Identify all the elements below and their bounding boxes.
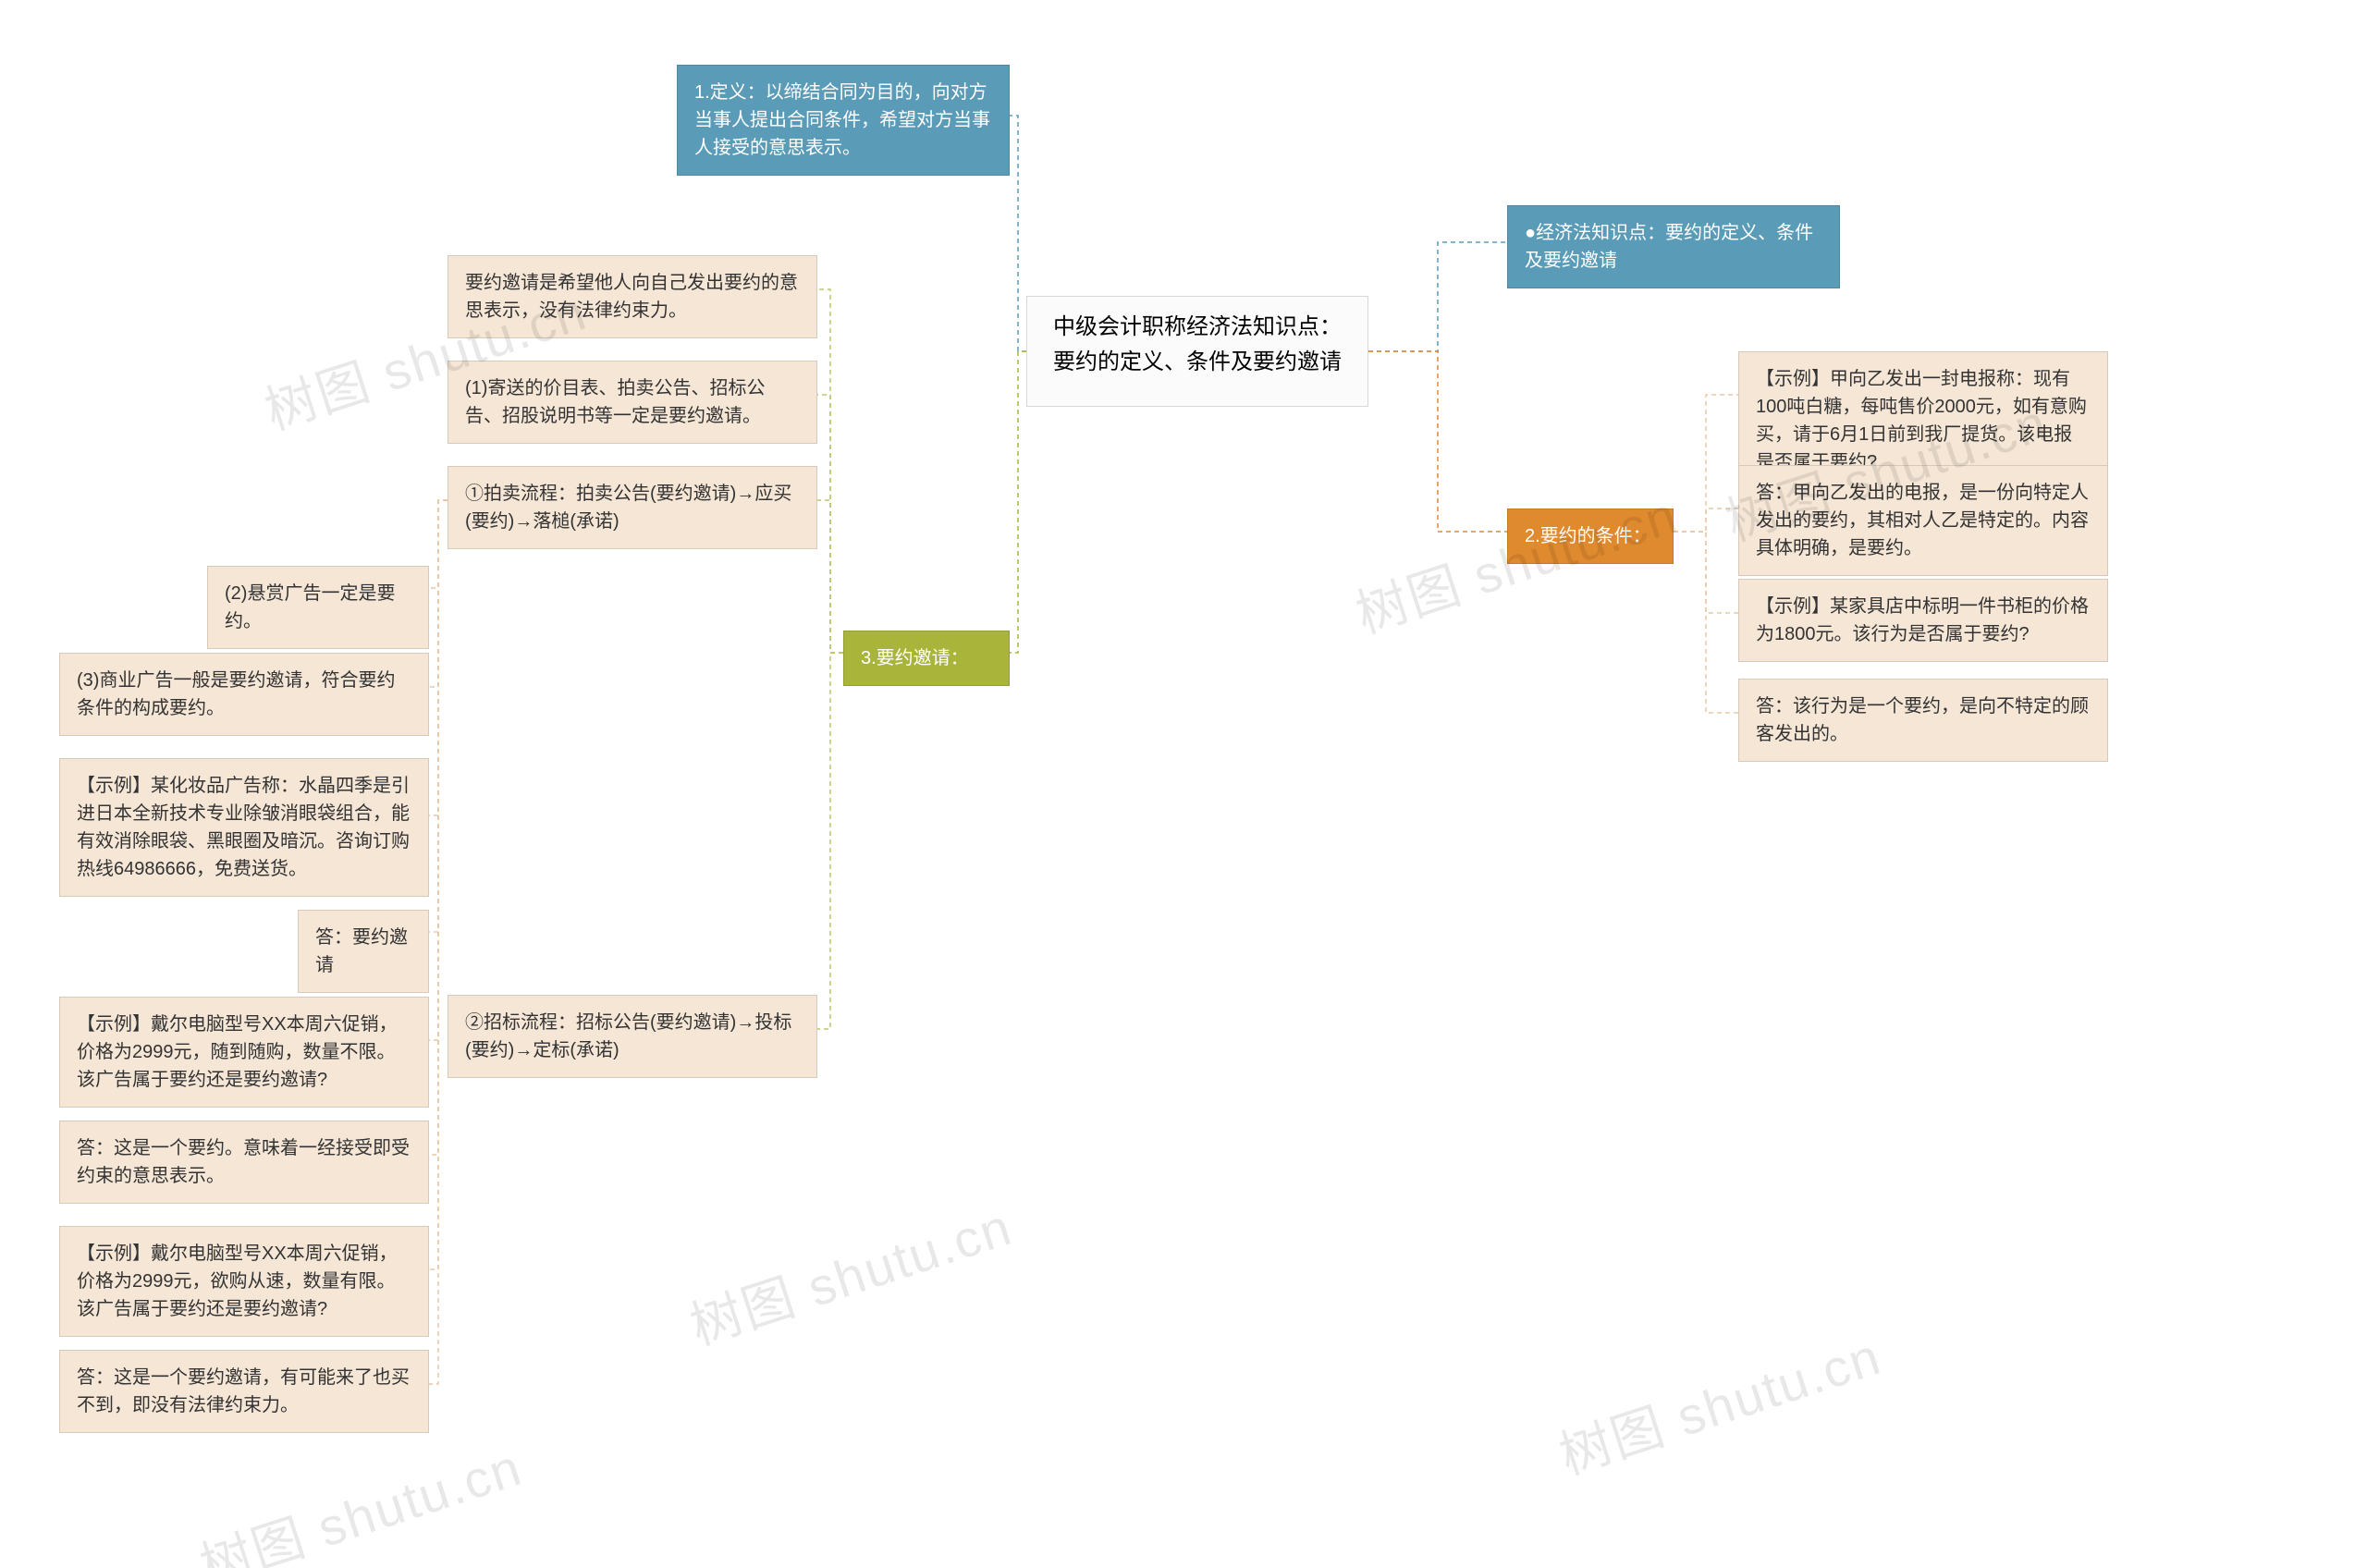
link-center-knowpt xyxy=(1368,242,1507,351)
link-invite-a4 xyxy=(817,653,843,1029)
node-def: 1.定义：以缔结合同为目的，向对方当事人提出合同条件，希望对方当事人接受的意思表… xyxy=(677,65,1010,176)
node-b7: 【示例】戴尔电脑型号XX本周六促销，价格为2999元，欲购从速，数量有限。该广告… xyxy=(59,1226,429,1337)
link-a3-b7 xyxy=(429,500,448,1269)
node-b4: 答：要约邀请 xyxy=(298,910,429,993)
node-c3: 【示例】某家具店中标明一件书柜的价格为1800元。该行为是否属于要约? xyxy=(1738,579,2108,662)
mindmap-canvas: 中级会计职称经济法知识点：要约的定义、条件及要约邀请 1.定义：以缔结合同为目的，… xyxy=(0,0,2367,1568)
link-invite-a1 xyxy=(817,289,843,653)
node-b2: (3)商业广告一般是要约邀请，符合要约条件的构成要约。 xyxy=(59,653,429,736)
node-b5: 【示例】戴尔电脑型号XX本周六促销，价格为2999元，随到随购，数量不限。该广告… xyxy=(59,997,429,1108)
link-center-invite xyxy=(1010,351,1026,653)
link-a3-b1 xyxy=(429,500,448,588)
link-center-def xyxy=(1010,116,1026,351)
watermark: 树图 shutu.cn xyxy=(1345,473,1686,648)
node-b1: (2)悬赏广告一定是要约。 xyxy=(207,566,429,649)
node-knowpt: ●经济法知识点：要约的定义、条件及要约邀请 xyxy=(1507,205,1840,288)
node-b8: 答：这是一个要约邀请，有可能来了也买不到，即没有法律约束力。 xyxy=(59,1350,429,1433)
link-a3-b3 xyxy=(429,500,448,815)
link-a3-b8 xyxy=(429,500,448,1384)
node-b6: 答：这是一个要约。意味着一经接受即受约束的意思表示。 xyxy=(59,1121,429,1204)
link-a3-b4 xyxy=(429,500,448,932)
node-invite: 3.要约邀请： xyxy=(843,631,1010,686)
link-center-cond xyxy=(1368,351,1507,532)
watermark: 树图 shutu.cn xyxy=(190,1426,531,1568)
node-a4: ②招标流程：招标公告(要约邀请)→投标(要约)→定标(承诺) xyxy=(448,995,817,1078)
link-a3-b6 xyxy=(429,500,448,1155)
link-invite-a2 xyxy=(817,395,843,653)
node-center: 中级会计职称经济法知识点：要约的定义、条件及要约邀请 xyxy=(1026,296,1368,407)
node-a3: ①拍卖流程：拍卖公告(要约邀请)→应买(要约)→落槌(承诺) xyxy=(448,466,817,549)
node-a2: (1)寄送的价目表、拍卖公告、招标公告、招股说明书等一定是要约邀请。 xyxy=(448,361,817,444)
link-invite-a3 xyxy=(817,500,843,653)
link-cond-c4 xyxy=(1674,532,1738,713)
node-b3: 【示例】某化妆品广告称：水晶四季是引进日本全新技术专业除皱消眼袋组合，能有效消除… xyxy=(59,758,429,897)
link-a3-b5 xyxy=(429,500,448,1040)
node-c4: 答：该行为是一个要约，是向不特定的顾客发出的。 xyxy=(1738,679,2108,762)
watermark: 树图 shutu.cn xyxy=(1549,1315,1890,1489)
watermark: 树图 shutu.cn xyxy=(680,1185,1021,1360)
link-a3-b2 xyxy=(429,500,448,687)
